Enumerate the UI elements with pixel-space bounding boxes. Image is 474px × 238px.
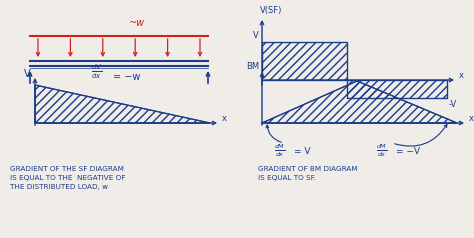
Text: = V: = V <box>294 147 310 155</box>
Text: $\frac{dM}{dx}$: $\frac{dM}{dx}$ <box>376 143 388 159</box>
Text: ~w: ~w <box>129 18 145 28</box>
Text: V: V <box>24 69 31 79</box>
Text: = −V: = −V <box>396 147 420 155</box>
Text: GRADIENT OF THE SF DIAGRAM
IS EQUAL TO THE  NEGATIVE OF
THE DISTRIBUTED LOAD, w: GRADIENT OF THE SF DIAGRAM IS EQUAL TO T… <box>10 166 126 190</box>
Text: -V: -V <box>449 100 457 109</box>
Text: $\frac{dV}{dx}$: $\frac{dV}{dx}$ <box>91 63 103 81</box>
Text: V: V <box>253 31 259 40</box>
Text: GRADIENT OF BM DIAGRAM
IS EQUAL TO SF.: GRADIENT OF BM DIAGRAM IS EQUAL TO SF. <box>258 166 357 181</box>
Text: V(SF): V(SF) <box>260 6 283 15</box>
Text: x: x <box>459 71 464 80</box>
Text: = −w: = −w <box>113 72 140 82</box>
Text: x: x <box>469 114 474 123</box>
Text: x: x <box>222 114 227 123</box>
Text: $\frac{dM}{dx}$: $\frac{dM}{dx}$ <box>274 143 286 159</box>
Text: BM: BM <box>246 62 259 71</box>
